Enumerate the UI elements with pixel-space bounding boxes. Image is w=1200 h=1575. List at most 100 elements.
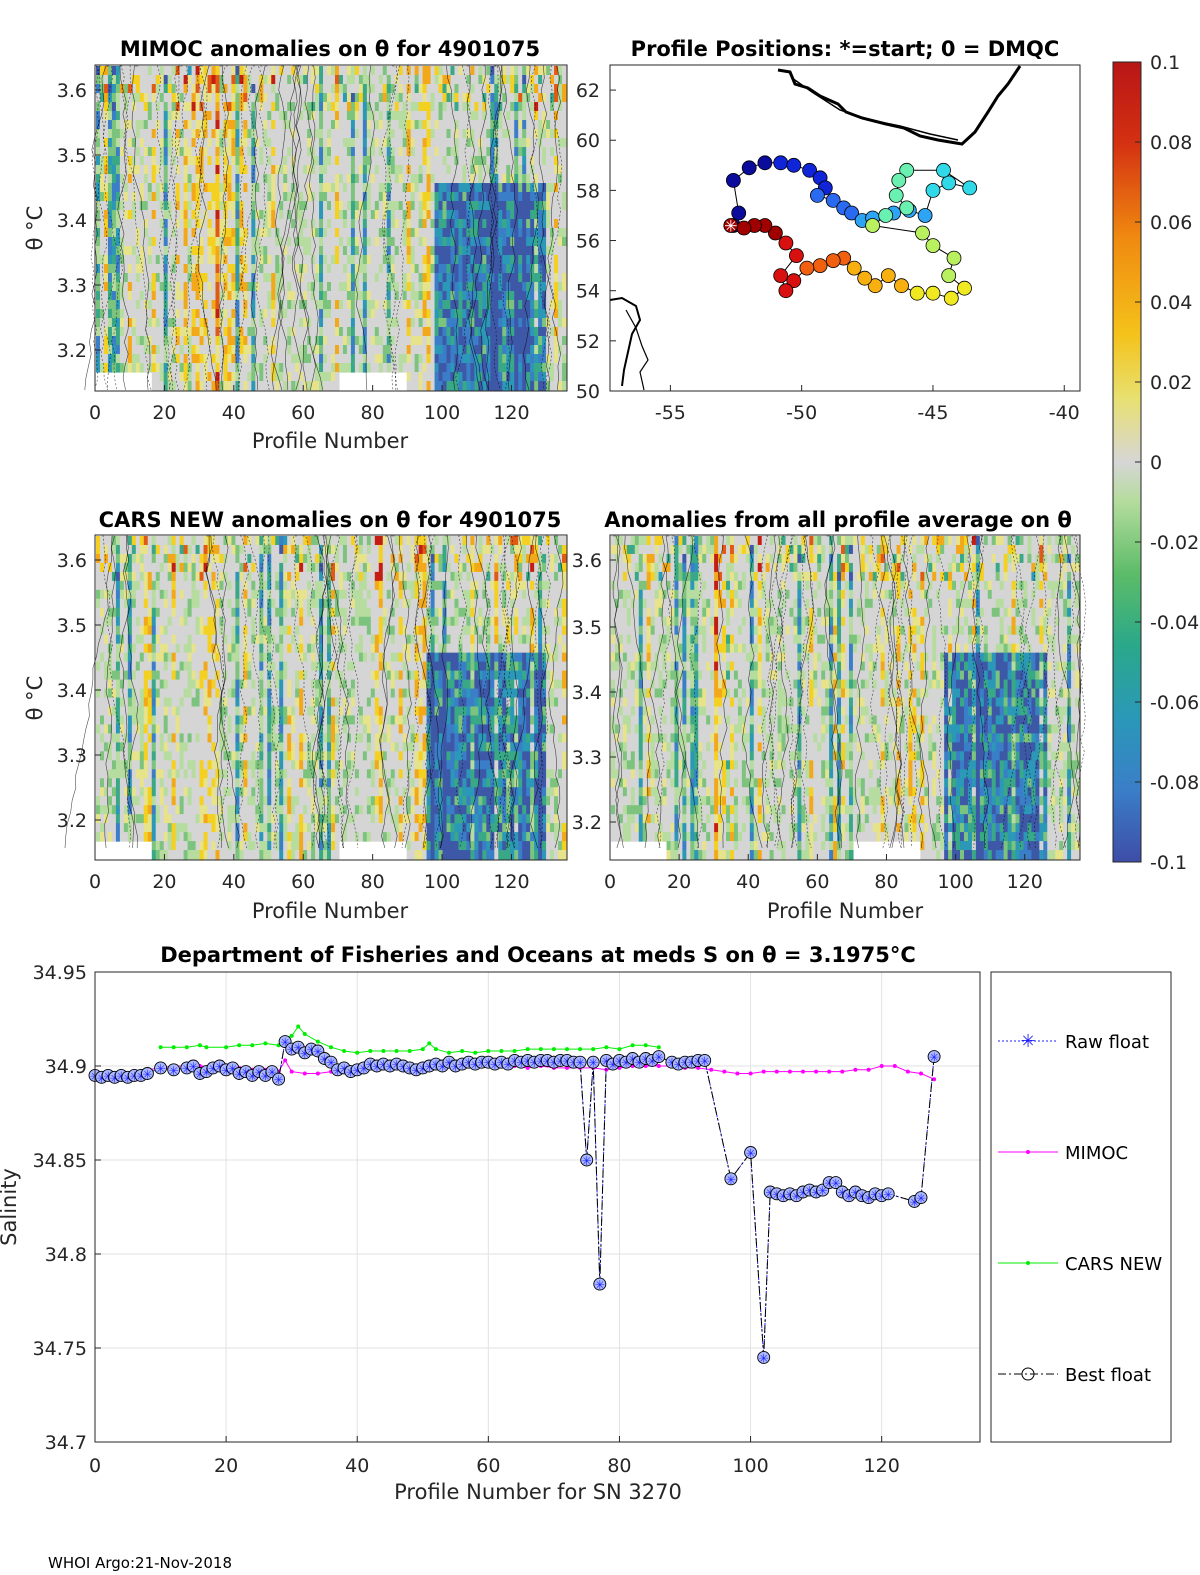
heatmap-cell bbox=[338, 309, 344, 319]
heatmap-cell bbox=[374, 327, 380, 337]
heatmap-cell bbox=[470, 327, 475, 337]
heatmap-cell bbox=[127, 724, 133, 734]
heatmap-cell bbox=[99, 751, 105, 761]
heatmap-cell bbox=[558, 174, 563, 184]
heatmap-cell bbox=[410, 93, 416, 103]
heatmap-cell bbox=[402, 210, 408, 220]
heatmap-cell bbox=[191, 291, 197, 301]
heatmap-cell bbox=[199, 84, 205, 94]
heatmap-cell bbox=[482, 318, 487, 328]
heatmap-cell bbox=[111, 228, 117, 238]
heatmap-cell bbox=[538, 111, 543, 121]
heatmap-cell bbox=[518, 156, 523, 166]
heatmap-cell bbox=[446, 75, 452, 85]
heatmap-cell bbox=[410, 273, 416, 283]
heatmap-cell bbox=[123, 246, 129, 256]
heatmap-cell bbox=[542, 192, 547, 202]
heatmap-cell bbox=[287, 84, 292, 94]
heatmap-cell bbox=[470, 300, 475, 310]
heatmap-cell bbox=[283, 174, 288, 184]
heatmap-cell bbox=[406, 228, 412, 238]
heatmap-cell bbox=[558, 129, 563, 139]
map-x-tick-label: -50 bbox=[786, 402, 817, 424]
heatmap-cell bbox=[550, 264, 555, 274]
heatmap-cell bbox=[267, 66, 272, 76]
heatmap-cell bbox=[323, 75, 328, 85]
profile-position-marker bbox=[925, 182, 941, 198]
heatmap-cell bbox=[195, 381, 201, 391]
heatmap-cell bbox=[155, 309, 161, 319]
heatmap-cell bbox=[311, 183, 316, 193]
heatmap-cell bbox=[422, 237, 428, 247]
heatmap-cell bbox=[514, 102, 519, 112]
heatmap-cell bbox=[119, 120, 125, 130]
heatmap-cell bbox=[191, 381, 197, 391]
heatmap-cell bbox=[103, 345, 109, 355]
heatmap-cell bbox=[334, 237, 340, 247]
heatmap-cell bbox=[119, 679, 125, 690]
heatmap-cell bbox=[171, 111, 177, 121]
heatmap-cell bbox=[502, 291, 507, 301]
heatmap-cell bbox=[502, 138, 507, 148]
heatmap-cell bbox=[530, 75, 535, 85]
heatmap-cell bbox=[550, 336, 555, 346]
heatmap-cell bbox=[251, 255, 256, 265]
heatmap-cell bbox=[195, 363, 201, 373]
heatmap-cell bbox=[338, 174, 344, 184]
heatmap-cell bbox=[231, 372, 236, 382]
heatmap-cell bbox=[155, 201, 161, 211]
heatmap-cell bbox=[247, 174, 252, 184]
heatmap-cell bbox=[534, 138, 539, 148]
heatmap-cell bbox=[315, 246, 320, 256]
heatmap-cell bbox=[558, 327, 563, 337]
heatmap-cell bbox=[358, 111, 364, 121]
heatmap-cell bbox=[518, 273, 523, 283]
heatmap-cell bbox=[107, 228, 113, 238]
heatmap-cell bbox=[211, 327, 217, 337]
heatmap-cell bbox=[482, 111, 487, 121]
heatmap-cell bbox=[498, 345, 503, 355]
heatmap-cell bbox=[474, 93, 479, 103]
heatmap-cell bbox=[139, 814, 145, 824]
heatmap-cell bbox=[111, 93, 117, 103]
heatmap-cell bbox=[167, 688, 173, 699]
heatmap-cell bbox=[327, 345, 332, 355]
heatmap-cell bbox=[231, 291, 236, 301]
heatmap-cell bbox=[354, 273, 360, 283]
heatmap-cell bbox=[127, 832, 133, 842]
heatmap-cell bbox=[398, 300, 404, 310]
heatmap-cell bbox=[155, 706, 161, 717]
heatmap-cell bbox=[522, 192, 527, 202]
heatmap-cell bbox=[123, 661, 129, 672]
heatmap-cell bbox=[211, 381, 217, 391]
heatmap-cell bbox=[470, 219, 475, 229]
heatmap-cell bbox=[119, 670, 125, 681]
heatmap-cell bbox=[454, 372, 460, 382]
heatmap-cell bbox=[167, 381, 173, 391]
heatmap-cell bbox=[107, 787, 113, 797]
heatmap-cell bbox=[426, 84, 432, 94]
heatmap-cell bbox=[354, 165, 360, 175]
heatmap-cell bbox=[434, 228, 440, 238]
heatmap-cell bbox=[191, 318, 197, 328]
heatmap-cell bbox=[498, 264, 503, 274]
map-x-tick-label: -55 bbox=[655, 402, 686, 424]
heatmap-cell bbox=[542, 210, 547, 220]
heatmap-cell bbox=[247, 309, 252, 319]
heatmap-cell bbox=[522, 300, 527, 310]
heatmap-cell bbox=[323, 183, 328, 193]
heatmap-cell bbox=[151, 246, 157, 256]
heatmap-cell bbox=[183, 75, 189, 85]
profile-position-marker bbox=[941, 268, 957, 284]
heatmap-cell bbox=[151, 670, 157, 681]
heatmap-cell bbox=[534, 192, 539, 202]
heatmap-cell bbox=[482, 84, 487, 94]
heatmap-cell bbox=[502, 372, 507, 382]
heatmap-cell bbox=[159, 814, 165, 824]
heatmap-cell bbox=[183, 183, 189, 193]
heatmap-cell bbox=[338, 111, 344, 121]
heatmap-cell bbox=[207, 282, 213, 292]
heatmap-cell bbox=[219, 363, 225, 373]
heatmap-cell bbox=[442, 156, 448, 166]
heatmap-cell bbox=[275, 111, 280, 121]
